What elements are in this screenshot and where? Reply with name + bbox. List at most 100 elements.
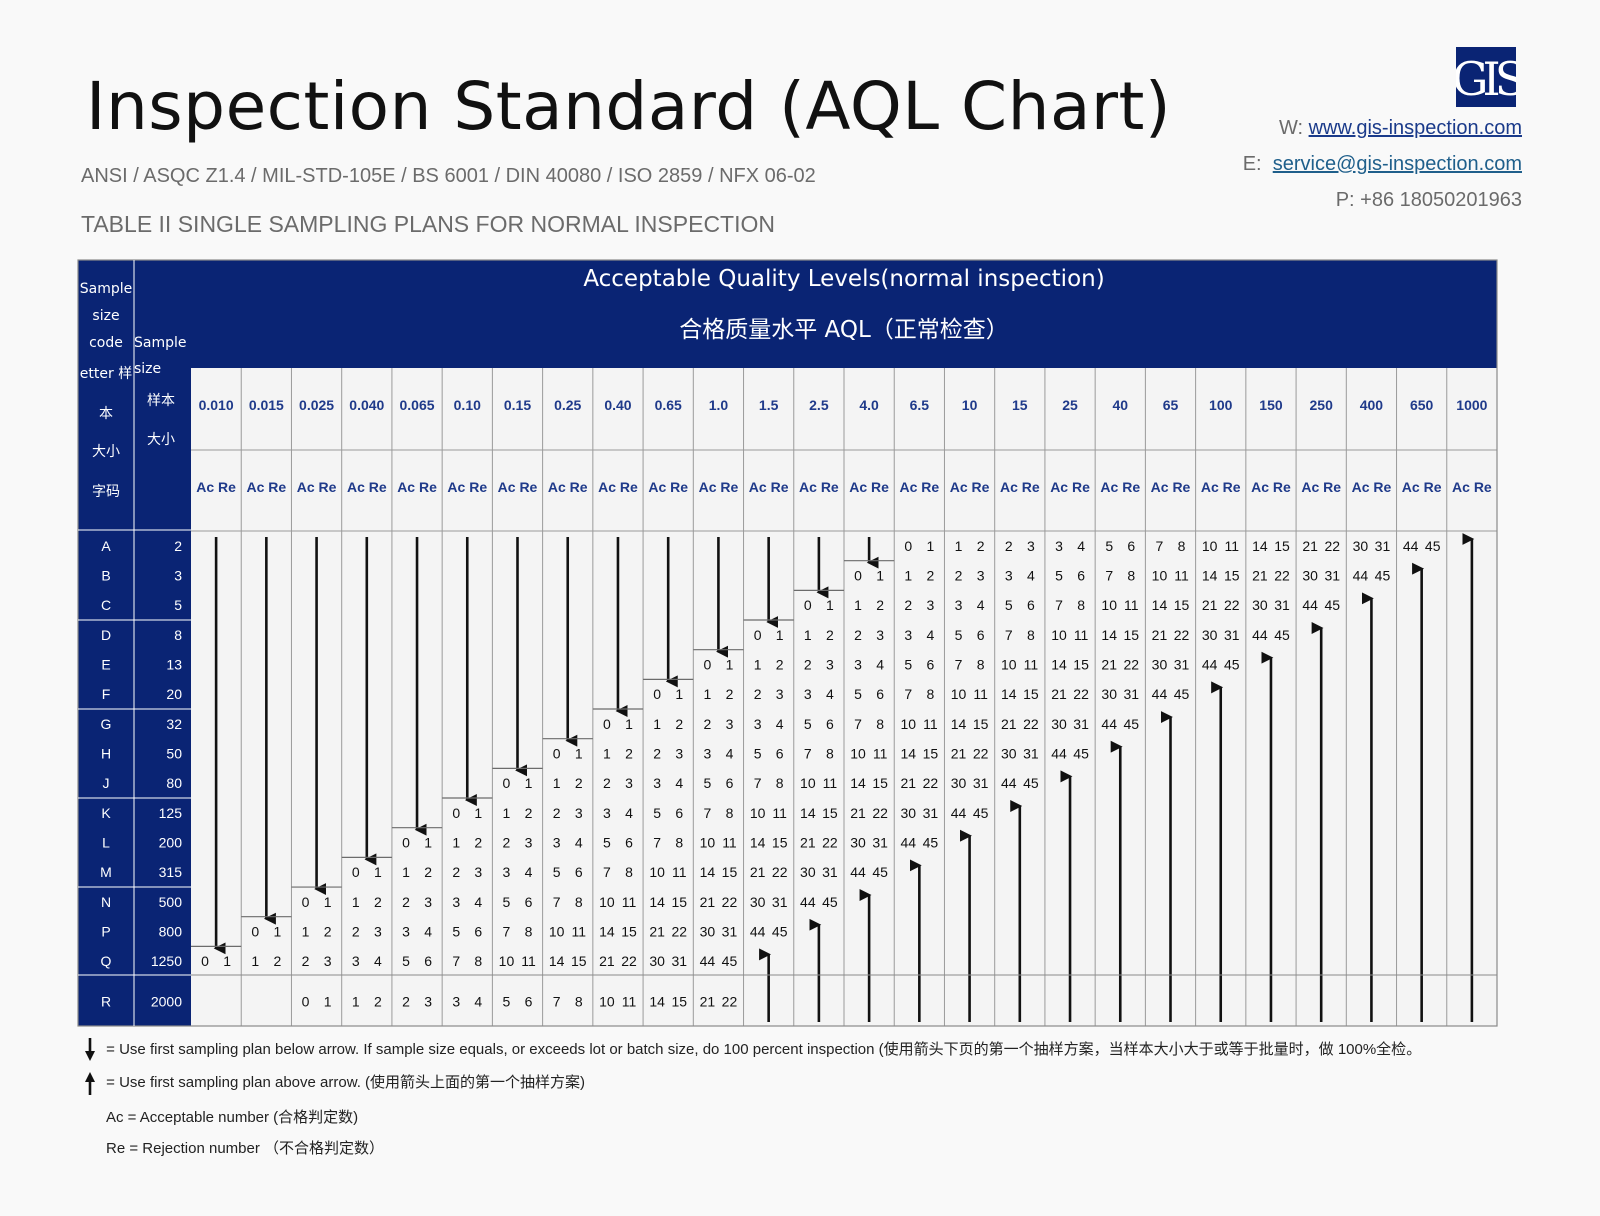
ac-value: 30 [901,805,917,821]
aql-level-label: 6.5 [910,397,930,413]
re-value: 45 [772,924,788,940]
ac-value: 21 [750,864,766,880]
contact-web: W: www.gis-inspection.com [1279,117,1522,140]
ac-value: 0 [503,775,511,791]
ac-value: 21 [800,835,816,851]
ac-value: 10 [1001,657,1017,673]
ac-value: 7 [703,805,711,821]
aql-level-label: 250 [1310,397,1334,413]
re-value: 45 [722,953,738,969]
re-value: 11 [1074,627,1089,643]
re-value: 3 [926,597,934,613]
re-value: 8 [776,775,784,791]
re-value: 6 [474,924,482,940]
ac-value: 2 [1005,538,1013,554]
ac-value: 0 [402,835,410,851]
ac-value: 0 [553,746,561,762]
re-value: 2 [374,894,382,910]
code-header-line: size [92,308,119,324]
acre-label: Ac Re [1050,479,1090,495]
re-value: 4 [625,805,633,821]
ac-value: 30 [1051,716,1067,732]
re-value: 6 [625,835,633,851]
re-value: 15 [923,746,939,762]
re-value: 1 [826,597,834,613]
re-value: 4 [826,686,834,702]
re-value: 1 [876,568,884,584]
re-value: 31 [1023,746,1039,762]
re-value: 3 [474,864,482,880]
re-value: 11 [722,835,737,851]
aql-title-en: Acceptable Quality Levels(normal inspect… [583,266,1104,292]
sample-code: P [101,924,110,940]
ac-value: 30 [1252,597,1268,613]
re-value: 22 [1124,657,1140,673]
ac-value: 10 [649,864,665,880]
ac-value: 1 [703,686,711,702]
ac-value: 14 [649,994,665,1010]
ac-value: 0 [302,894,310,910]
standards-subtitle: ANSI / ASQC Z1.4 / MIL-STD-105E / BS 600… [81,165,816,187]
acre-label: Ac Re [397,479,437,495]
re-value: 2 [525,805,533,821]
legend-up-text: = Use first sampling plan above arrow. (… [106,1074,586,1091]
ac-value: 10 [1202,538,1218,554]
re-value: 2 [424,864,432,880]
ac-value: 1 [251,953,259,969]
re-value: 1 [675,686,683,702]
re-value: 4 [726,746,734,762]
code-header-line: 字码 [92,484,120,500]
ac-value: 44 [850,864,866,880]
re-value: 2 [926,568,934,584]
legend-ac: Ac = Acceptable number (合格判定数) [106,1109,359,1126]
ac-value: 1 [452,835,460,851]
re-value: 6 [575,864,583,880]
website-link[interactable]: www.gis-inspection.com [1308,117,1522,139]
re-value: 8 [977,657,985,673]
acre-label: Ac Re [598,479,638,495]
re-value: 8 [575,894,583,910]
ac-value: 14 [800,805,816,821]
ac-value: 2 [904,597,912,613]
ac-value: 7 [553,894,561,910]
aql-level-label: 0.065 [400,397,435,413]
legend-up: = Use first sampling plan above arrow. (… [82,1071,586,1096]
re-value: 22 [722,894,738,910]
re-value: 4 [575,835,583,851]
re-value: 15 [671,994,687,1010]
ac-value: 44 [1403,538,1419,554]
gis-logo: GIS [1456,47,1516,107]
re-value: 22 [1073,686,1089,702]
re-value: 6 [1127,538,1135,554]
aql-level-label: 25 [1062,397,1078,413]
re-value: 31 [1124,686,1140,702]
sample-size: 8 [174,627,182,643]
re-value: 31 [923,805,939,821]
ac-value: 14 [549,953,565,969]
ac-value: 21 [1252,568,1268,584]
email-link[interactable]: service@gis-inspection.com [1272,153,1522,175]
re-value: 3 [625,775,633,791]
sample-size: 80 [166,775,182,791]
ac-value: 10 [599,894,615,910]
re-value: 1 [926,538,934,554]
re-value: 22 [722,994,738,1010]
sample-size: 50 [166,746,182,762]
ac-value: 44 [1252,627,1268,643]
sample-code: H [101,746,111,762]
ac-value: 10 [1101,597,1117,613]
sample-size: 315 [159,864,183,880]
ac-value: 14 [901,746,917,762]
re-value: 8 [826,746,834,762]
re-value: 22 [923,775,939,791]
ac-value: 3 [804,686,812,702]
ac-value: 3 [754,716,762,732]
re-value: 8 [525,924,533,940]
re-value: 45 [1073,746,1089,762]
ac-value: 2 [553,805,561,821]
re-value: 4 [776,716,784,732]
acre-label: Ac Re [196,479,236,495]
sample-code: L [102,835,110,851]
re-value: 45 [1324,597,1340,613]
re-value: 8 [575,994,583,1010]
